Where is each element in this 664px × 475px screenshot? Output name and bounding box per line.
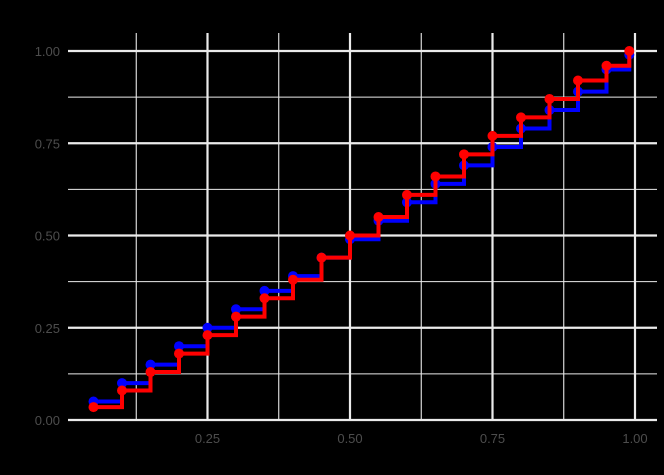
y-axis: 0.00 0.25 0.50 0.75 1.00 bbox=[35, 44, 60, 428]
data-point bbox=[117, 385, 127, 396]
y-tick-label: 0.25 bbox=[35, 321, 60, 336]
data-point bbox=[202, 330, 213, 341]
y-tick-label: 1.00 bbox=[35, 44, 60, 59]
data-point bbox=[259, 293, 270, 304]
x-tick-label: 1.00 bbox=[622, 431, 647, 446]
data-point bbox=[231, 311, 241, 322]
data-point bbox=[487, 130, 498, 141]
data-point bbox=[544, 93, 555, 104]
data-point bbox=[288, 274, 298, 285]
data-point bbox=[145, 359, 156, 370]
y-tick-label: 0.50 bbox=[35, 229, 60, 244]
data-point bbox=[174, 341, 184, 352]
data-point bbox=[624, 46, 635, 56]
data-point bbox=[345, 230, 355, 241]
data-point bbox=[573, 75, 583, 86]
x-tick-label: 0.25 bbox=[195, 431, 220, 446]
grid-lines bbox=[68, 33, 657, 422]
data-point bbox=[402, 189, 412, 200]
series-red bbox=[88, 46, 635, 413]
data-point bbox=[430, 171, 441, 182]
x-tick-label: 0.50 bbox=[337, 431, 362, 446]
y-tick-label: 0.00 bbox=[35, 413, 60, 428]
data-point bbox=[88, 402, 99, 413]
data-point bbox=[145, 367, 156, 378]
data-point bbox=[231, 304, 241, 315]
data-point bbox=[117, 378, 127, 389]
data-point bbox=[373, 212, 384, 223]
data-point bbox=[459, 149, 469, 160]
x-tick-label: 0.75 bbox=[480, 431, 505, 446]
x-axis: 0.25 0.50 0.75 1.00 bbox=[195, 431, 648, 446]
data-point bbox=[516, 112, 526, 123]
data-point bbox=[316, 252, 327, 263]
series-blue bbox=[88, 49, 635, 407]
data-point bbox=[601, 60, 612, 71]
y-tick-label: 0.75 bbox=[35, 136, 60, 151]
data-point bbox=[174, 348, 184, 359]
data-point bbox=[202, 322, 213, 333]
data-point bbox=[259, 285, 270, 296]
data-series bbox=[88, 46, 635, 413]
step-line bbox=[93, 51, 632, 410]
